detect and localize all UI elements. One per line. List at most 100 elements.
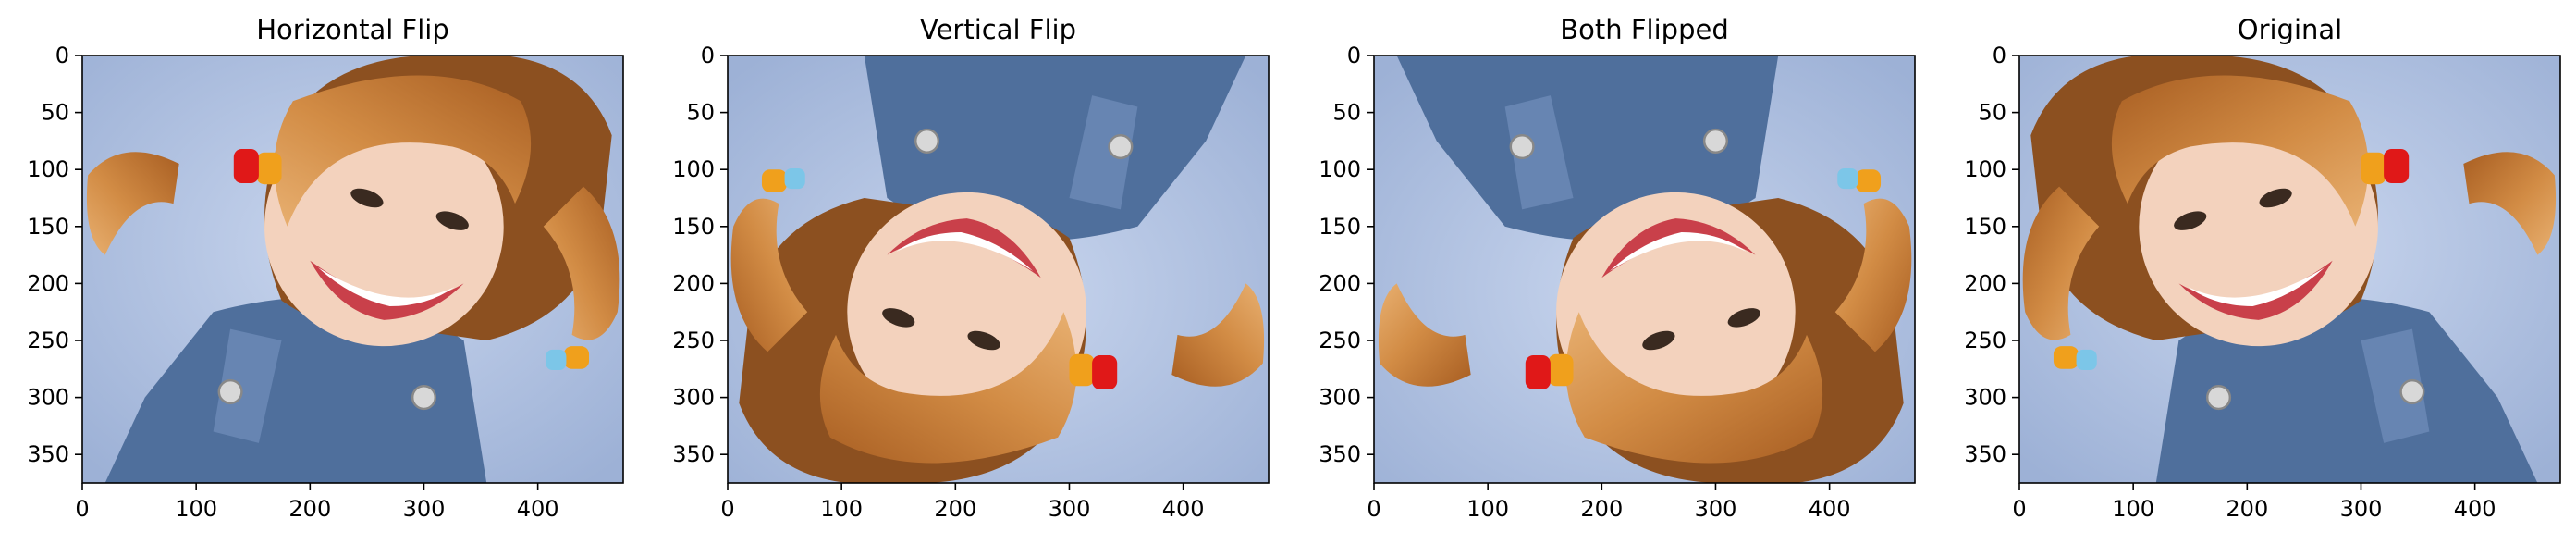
panel-title: Vertical Flip — [920, 14, 1076, 45]
hair-bangs — [2111, 75, 2369, 227]
pigtail-left — [1834, 198, 1912, 352]
y-tick-label: 200 — [672, 270, 715, 296]
overalls-button-left — [411, 385, 437, 411]
pigtail-right — [1378, 283, 1471, 387]
y-tick-label: 50 — [686, 100, 715, 126]
hair-bangs — [819, 312, 1077, 464]
y-tick-label: 100 — [1319, 156, 1361, 182]
panel-image — [2019, 56, 2560, 483]
panel-image — [728, 56, 1269, 483]
mouth — [887, 218, 1041, 278]
x-tick-label: 200 — [288, 496, 331, 522]
y-tick-label: 300 — [1319, 385, 1361, 411]
overalls-button-left — [1702, 128, 1729, 154]
y-tick-label: 100 — [27, 156, 69, 182]
hairband-orange — [2053, 346, 2079, 369]
axes-frame — [2018, 55, 2561, 484]
y-tick-label: 250 — [1319, 328, 1361, 353]
overalls-strap — [2361, 328, 2430, 443]
x-tick-label: 200 — [1580, 496, 1623, 522]
photo — [1374, 56, 1915, 483]
eye-right — [350, 188, 384, 208]
photo — [728, 56, 1269, 483]
panel-title: Both Flipped — [1560, 14, 1728, 45]
panel-vertical-flip: Vertical Flip 0 100 200 300 400 0 50 100 150 200 25… — [672, 14, 1270, 522]
eye-left — [1727, 308, 1760, 328]
x-tick-label: 300 — [1049, 496, 1091, 522]
y-tick-label: 50 — [41, 100, 69, 126]
axes-frame — [727, 55, 1270, 484]
y-tick-label: 350 — [672, 441, 715, 467]
y-tick-label: 150 — [672, 214, 715, 240]
hairband-orange — [1855, 169, 1882, 192]
hairband-orange — [563, 346, 590, 369]
photo — [82, 56, 623, 483]
mouth — [2178, 260, 2333, 320]
x-tick-label: 400 — [2454, 496, 2496, 522]
overalls-strap — [213, 328, 282, 443]
y-tick-label: 0 — [701, 43, 715, 68]
mouth — [310, 260, 464, 320]
eye-left — [435, 211, 469, 230]
hairband-orange-2 — [2361, 152, 2386, 185]
hairband-red — [1092, 355, 1118, 389]
overalls-strap — [1504, 95, 1574, 210]
overalls-button-right — [1509, 134, 1535, 160]
pigtail-left — [2022, 186, 2100, 340]
eye-right — [967, 330, 1000, 351]
hairband-red — [233, 149, 259, 183]
x-tick-label: 100 — [1466, 496, 1509, 522]
y-tick-label: 50 — [1332, 100, 1361, 126]
y-tick-label: 150 — [1964, 214, 2006, 240]
teeth — [1609, 231, 1747, 271]
x-tick-label: 200 — [934, 496, 976, 522]
y-tick-label: 300 — [672, 385, 715, 411]
eye-right — [1642, 330, 1675, 351]
panel-horizontal-flip: Horizontal Flip 0 100 200 300 400 0 50 100 150 200… — [27, 14, 624, 522]
x-tick-label: 100 — [175, 496, 217, 522]
x-tick-label: 0 — [2012, 496, 2026, 522]
y-tick-label: 250 — [1964, 328, 2006, 353]
x-tick-label: 0 — [720, 496, 734, 522]
overalls-button-right — [1108, 134, 1134, 160]
x-tick-label: 400 — [1809, 496, 1851, 522]
hairband-orange-2 — [256, 152, 282, 185]
y-tick-label: 100 — [672, 156, 715, 182]
y-tick-label: 0 — [1347, 43, 1361, 68]
y-tick-label: 100 — [1964, 156, 2006, 182]
panel-image — [82, 56, 623, 483]
x-tick-label: 100 — [820, 496, 863, 522]
panel-title: Original — [2238, 14, 2342, 45]
hairband-blue — [2076, 349, 2097, 371]
y-tick-label: 200 — [1964, 270, 2006, 296]
y-tick-label: 250 — [27, 328, 69, 353]
hairband-blue — [1837, 167, 1858, 190]
x-tick-label: 0 — [75, 496, 89, 522]
y-tick-label: 300 — [27, 385, 69, 411]
panel-title: Horizontal Flip — [256, 14, 449, 45]
axes-frame — [81, 55, 624, 484]
panel-original: Original 0 100 200 300 400 0 50 100 150 200 250 300 3… — [1964, 14, 2561, 522]
pigtail-right — [2463, 152, 2557, 255]
hair-bangs — [274, 75, 532, 227]
teeth — [2188, 267, 2325, 307]
photo — [2019, 56, 2560, 483]
panel-image — [1374, 56, 1915, 483]
y-tick-label: 350 — [1319, 441, 1361, 467]
x-tick-label: 100 — [2112, 496, 2154, 522]
hairband-blue — [784, 167, 805, 190]
overalls-button-left — [2205, 385, 2232, 411]
hairband-orange-2 — [1548, 353, 1574, 387]
overalls-button-right — [2399, 378, 2425, 404]
hairband-orange — [761, 169, 788, 192]
panel-both-flip: Both Flipped 0 100 200 300 400 0 50 100 150 200 250… — [1319, 14, 1916, 522]
x-tick-label: 300 — [2340, 496, 2383, 522]
overalls-button-left — [914, 128, 940, 154]
teeth — [896, 231, 1034, 271]
pigtail-left — [730, 198, 808, 352]
eye-left — [882, 308, 915, 328]
y-tick-label: 150 — [27, 214, 69, 240]
x-tick-label: 0 — [1367, 496, 1380, 522]
x-tick-label: 400 — [517, 496, 559, 522]
